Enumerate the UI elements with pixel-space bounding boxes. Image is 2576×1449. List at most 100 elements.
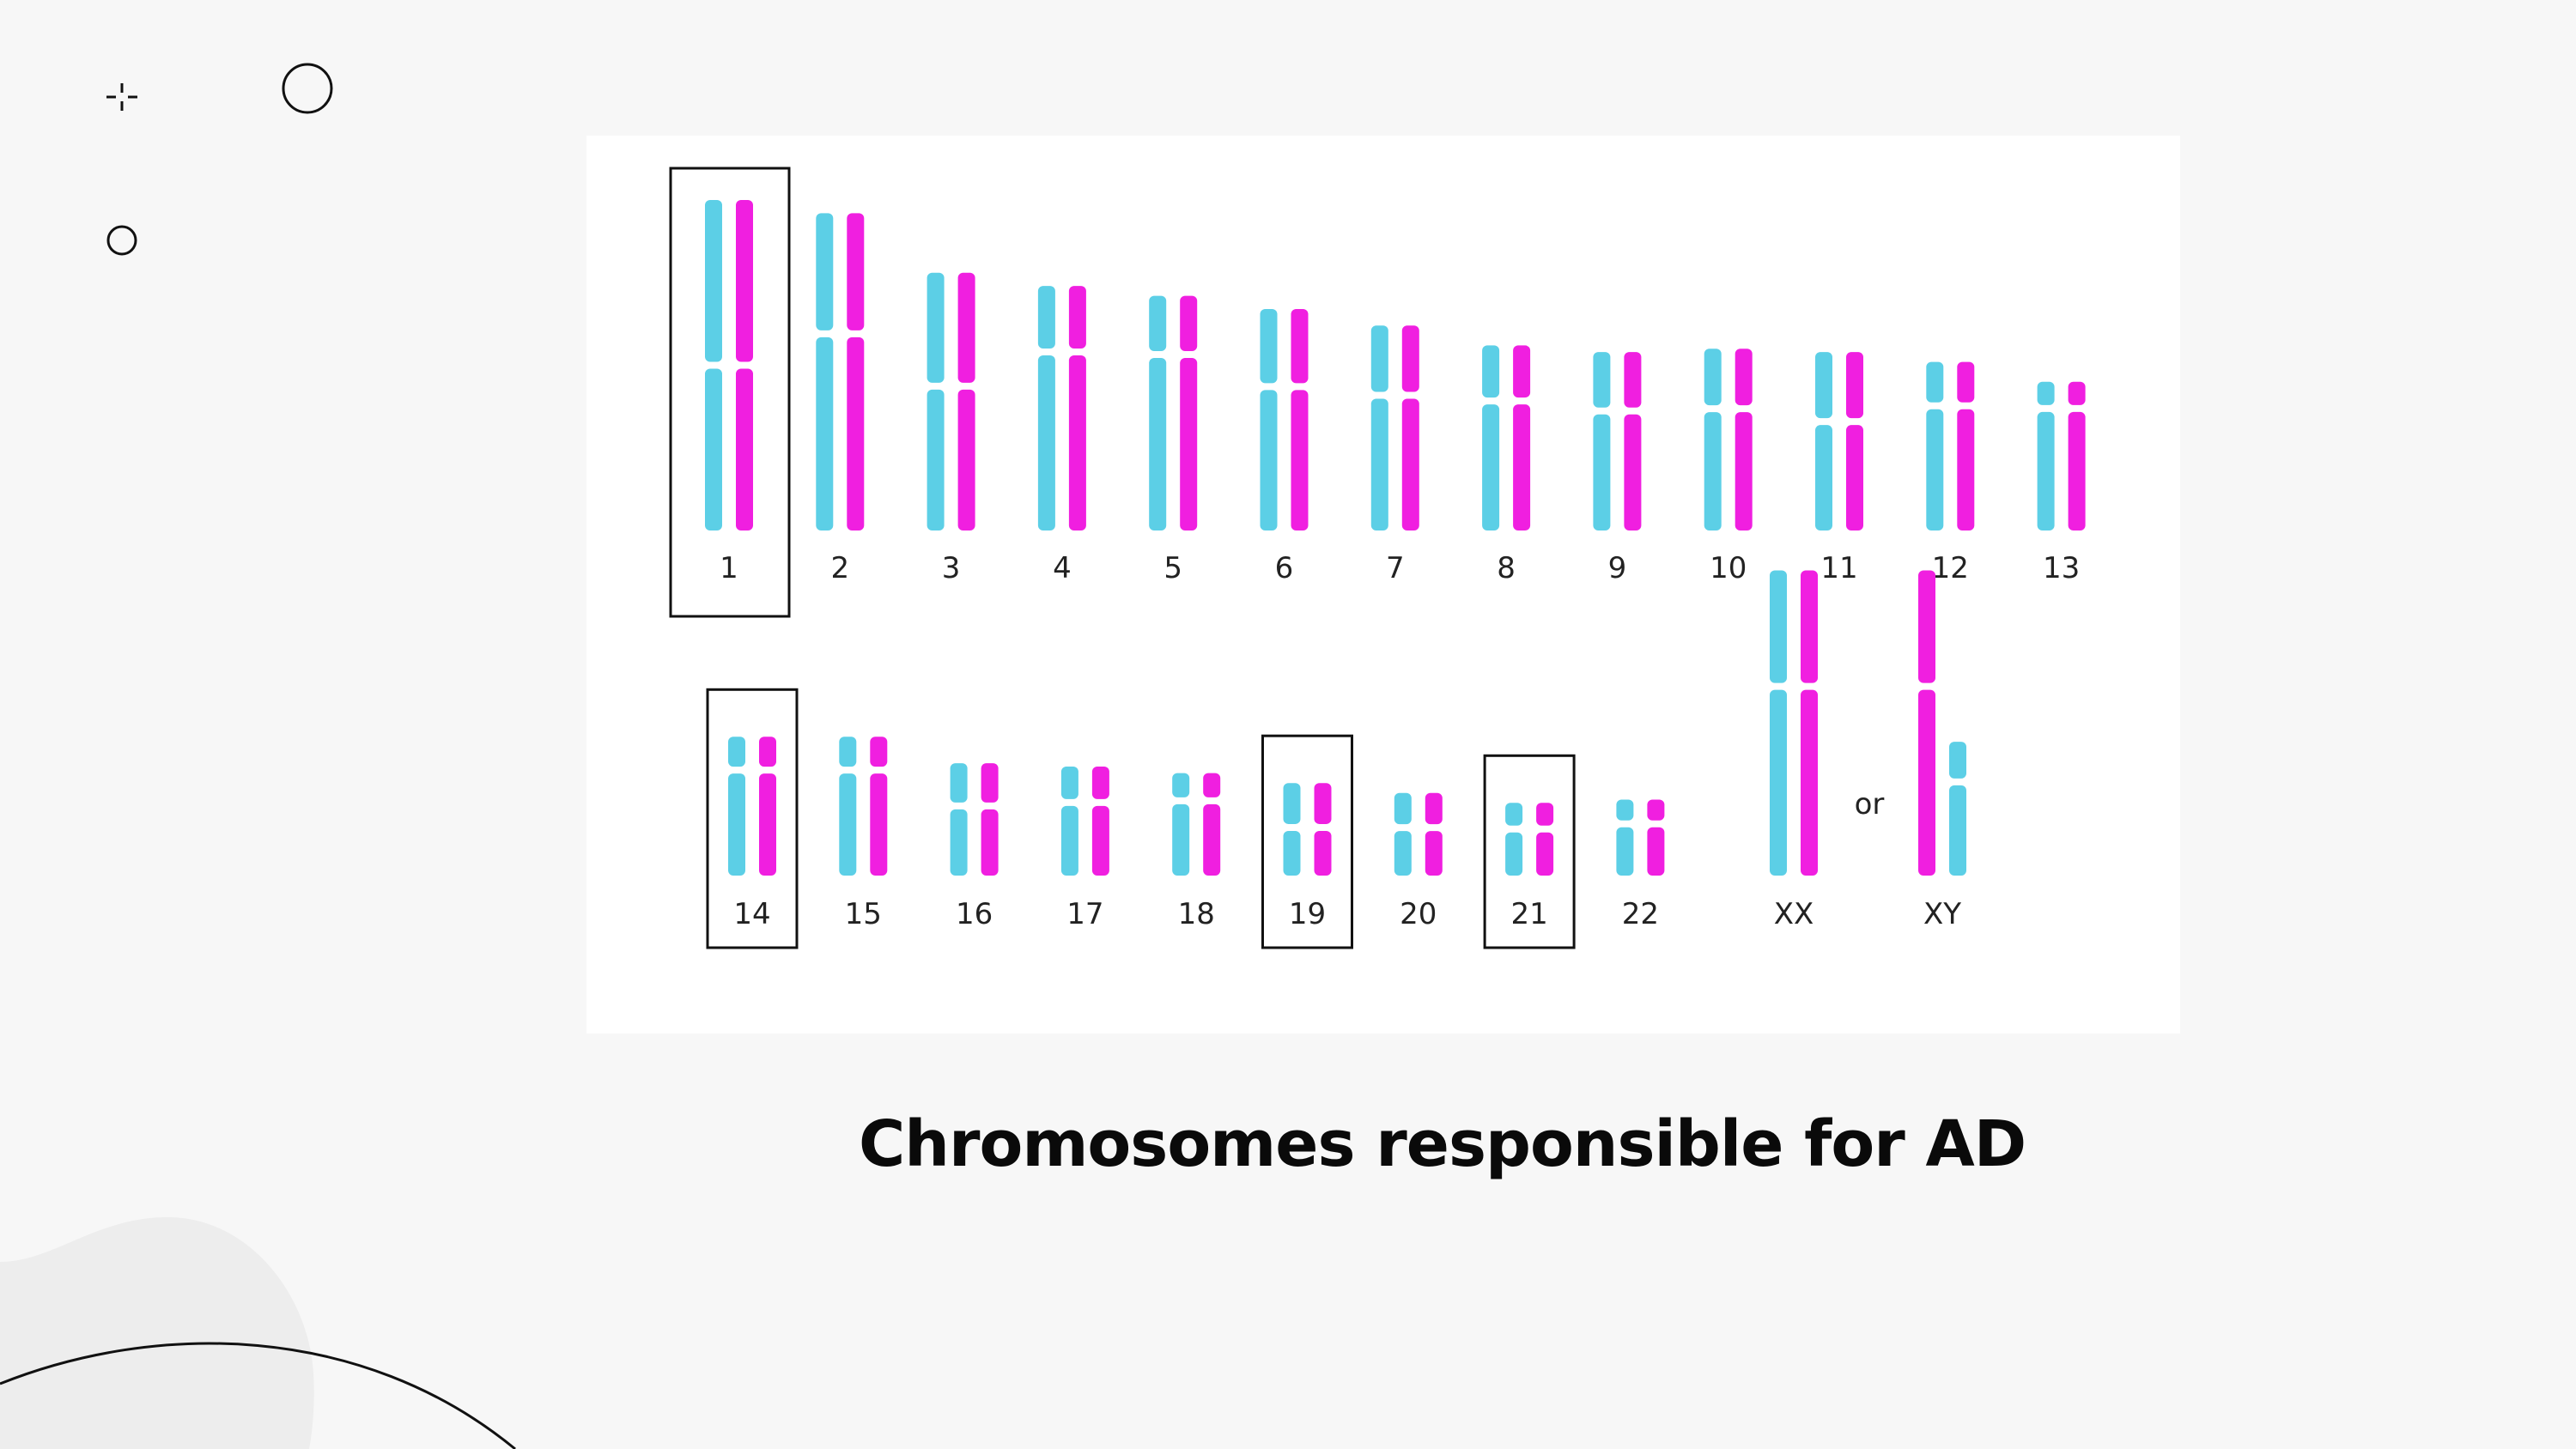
chromosome-label: 14 <box>733 897 770 931</box>
chromosome-pair <box>1370 325 1419 530</box>
chromosome-pair <box>1593 352 1642 530</box>
chromosome-q-arm <box>1593 414 1611 530</box>
chromosome-q-arm <box>1283 830 1301 876</box>
chromosome-label: 16 <box>956 897 993 931</box>
chromosome-pair <box>839 737 888 876</box>
chromosome-p-arm <box>1425 792 1443 825</box>
chromosome-pair <box>1505 803 1554 876</box>
chromosome-p-arm <box>728 737 745 767</box>
chromosome-label: 6 <box>1275 551 1294 585</box>
chromosome-pair <box>1815 352 1863 530</box>
chromosome-label: XY <box>1923 897 1961 931</box>
chromosome-p-arm <box>1770 570 1787 683</box>
chromosome-pair <box>1260 309 1309 530</box>
chromosome-p-arm <box>1314 783 1332 824</box>
chromosome-p-arm <box>1815 352 1832 419</box>
chromosome-p-arm <box>1801 570 1818 683</box>
chromosome-label: 22 <box>1622 897 1659 931</box>
chromosome-q-arm <box>1060 805 1078 876</box>
chromosome-p-arm <box>950 763 968 803</box>
highlight-box <box>1483 754 1576 949</box>
chromosome-p-arm <box>1735 349 1753 406</box>
sex-chromosome-pair <box>1918 570 1966 876</box>
chromosome-p-arm <box>1624 352 1642 408</box>
chromosome-p-arm <box>1149 295 1167 351</box>
crosshair-icon <box>106 83 137 111</box>
chromosome-label: 2 <box>830 551 849 585</box>
chromosome-q-arm <box>816 336 834 530</box>
chromosome-q-arm <box>1536 832 1554 876</box>
chromosome-pair <box>1394 792 1443 876</box>
chromosome-q-arm <box>847 336 865 530</box>
chromosome-q-arm <box>1425 831 1443 876</box>
chromosome-label: 20 <box>1400 897 1437 931</box>
chromosome-p-arm <box>847 213 865 330</box>
chromosome-p-arm <box>1918 570 1935 683</box>
circle-small-icon <box>106 225 137 256</box>
chromosome-q-arm <box>1203 803 1221 876</box>
chromosome-label: 21 <box>1510 897 1547 931</box>
chromosome-p-arm <box>736 200 753 362</box>
chromosome-p-arm <box>1203 773 1221 797</box>
chromosome-p-arm <box>1401 325 1419 392</box>
chromosome-label: 13 <box>2043 551 2080 585</box>
chromosome-label: 9 <box>1608 551 1627 585</box>
chromosome-p-arm <box>1482 345 1500 398</box>
chromosome-q-arm <box>1037 355 1055 530</box>
chromosome-q-arm <box>981 809 999 876</box>
chromosome-label: 12 <box>1932 551 1969 585</box>
chromosome-p-arm <box>1091 766 1109 799</box>
chromosome-label: XX <box>1774 897 1814 931</box>
chromosome-q-arm <box>1172 803 1190 876</box>
chromosome-label: 11 <box>1820 551 1857 585</box>
chromosome-pair <box>1037 286 1086 530</box>
chromosome-label: 7 <box>1386 551 1405 585</box>
chromosome-q-arm <box>1482 404 1500 530</box>
chromosome-label: 4 <box>1053 551 1072 585</box>
chromosome-q-arm <box>759 773 776 876</box>
chromosome-p-arm <box>1505 803 1523 826</box>
chromosome-label: 18 <box>1178 897 1215 931</box>
chromosome-q-arm <box>1180 357 1198 530</box>
chromosome-q-arm <box>1918 689 1935 876</box>
or-connector: or <box>1855 787 1885 822</box>
chromosome-p-arm <box>1283 783 1301 824</box>
chromosome-q-arm <box>1149 357 1167 530</box>
chromosome-label: 15 <box>845 897 882 931</box>
chromosome-q-arm <box>2068 411 2086 530</box>
chromosome-p-arm <box>839 737 857 767</box>
chromosome-label: 3 <box>942 551 961 585</box>
chromosome-q-arm <box>736 368 753 530</box>
chromosome-p-arm <box>1260 309 1278 384</box>
chromosome-q-arm <box>1957 409 1975 530</box>
chromosome-pair <box>1704 349 1753 530</box>
chromosome-p-arm <box>1926 361 1944 403</box>
highlight-box <box>706 688 799 949</box>
chromosome-q-arm <box>1616 827 1634 876</box>
blob-shape <box>0 1216 314 1449</box>
chromosome-q-arm <box>870 773 888 876</box>
highlight-box <box>1261 734 1353 949</box>
chromosome-q-arm <box>1735 412 1753 530</box>
chromosome-p-arm <box>1536 803 1554 826</box>
chromosome-p-arm <box>927 272 945 383</box>
chromosome-label: 17 <box>1066 897 1103 931</box>
chromosome-q-arm <box>1091 805 1109 876</box>
chromosome-q-arm <box>1513 404 1531 530</box>
slide-caption: Chromosomes responsible for AD <box>859 1107 2026 1181</box>
chromosome-q-arm <box>950 809 968 876</box>
chromosome-q-arm <box>1801 689 1818 876</box>
chromosome-q-arm <box>728 773 745 876</box>
chromosome-p-arm <box>1846 352 1863 419</box>
chromosome-p-arm <box>1513 345 1531 398</box>
chromosome-p-arm <box>1068 286 1086 349</box>
chromosome-p-arm <box>957 272 975 383</box>
chromosome-p-arm <box>981 763 999 803</box>
karyotype-panel: 1 2 3 4 5 6 7 8 9 10 11 12 13 14 15 16 17 18 19 20 21 22 XX XY o… <box>586 136 2180 1034</box>
chromosome-p-arm <box>1037 286 1055 349</box>
chromosome-p-arm <box>816 213 834 330</box>
chromosome-p-arm <box>1060 766 1078 799</box>
chromosome-p-arm <box>1616 799 1634 821</box>
sex-chromosome-pair <box>1770 570 1818 876</box>
